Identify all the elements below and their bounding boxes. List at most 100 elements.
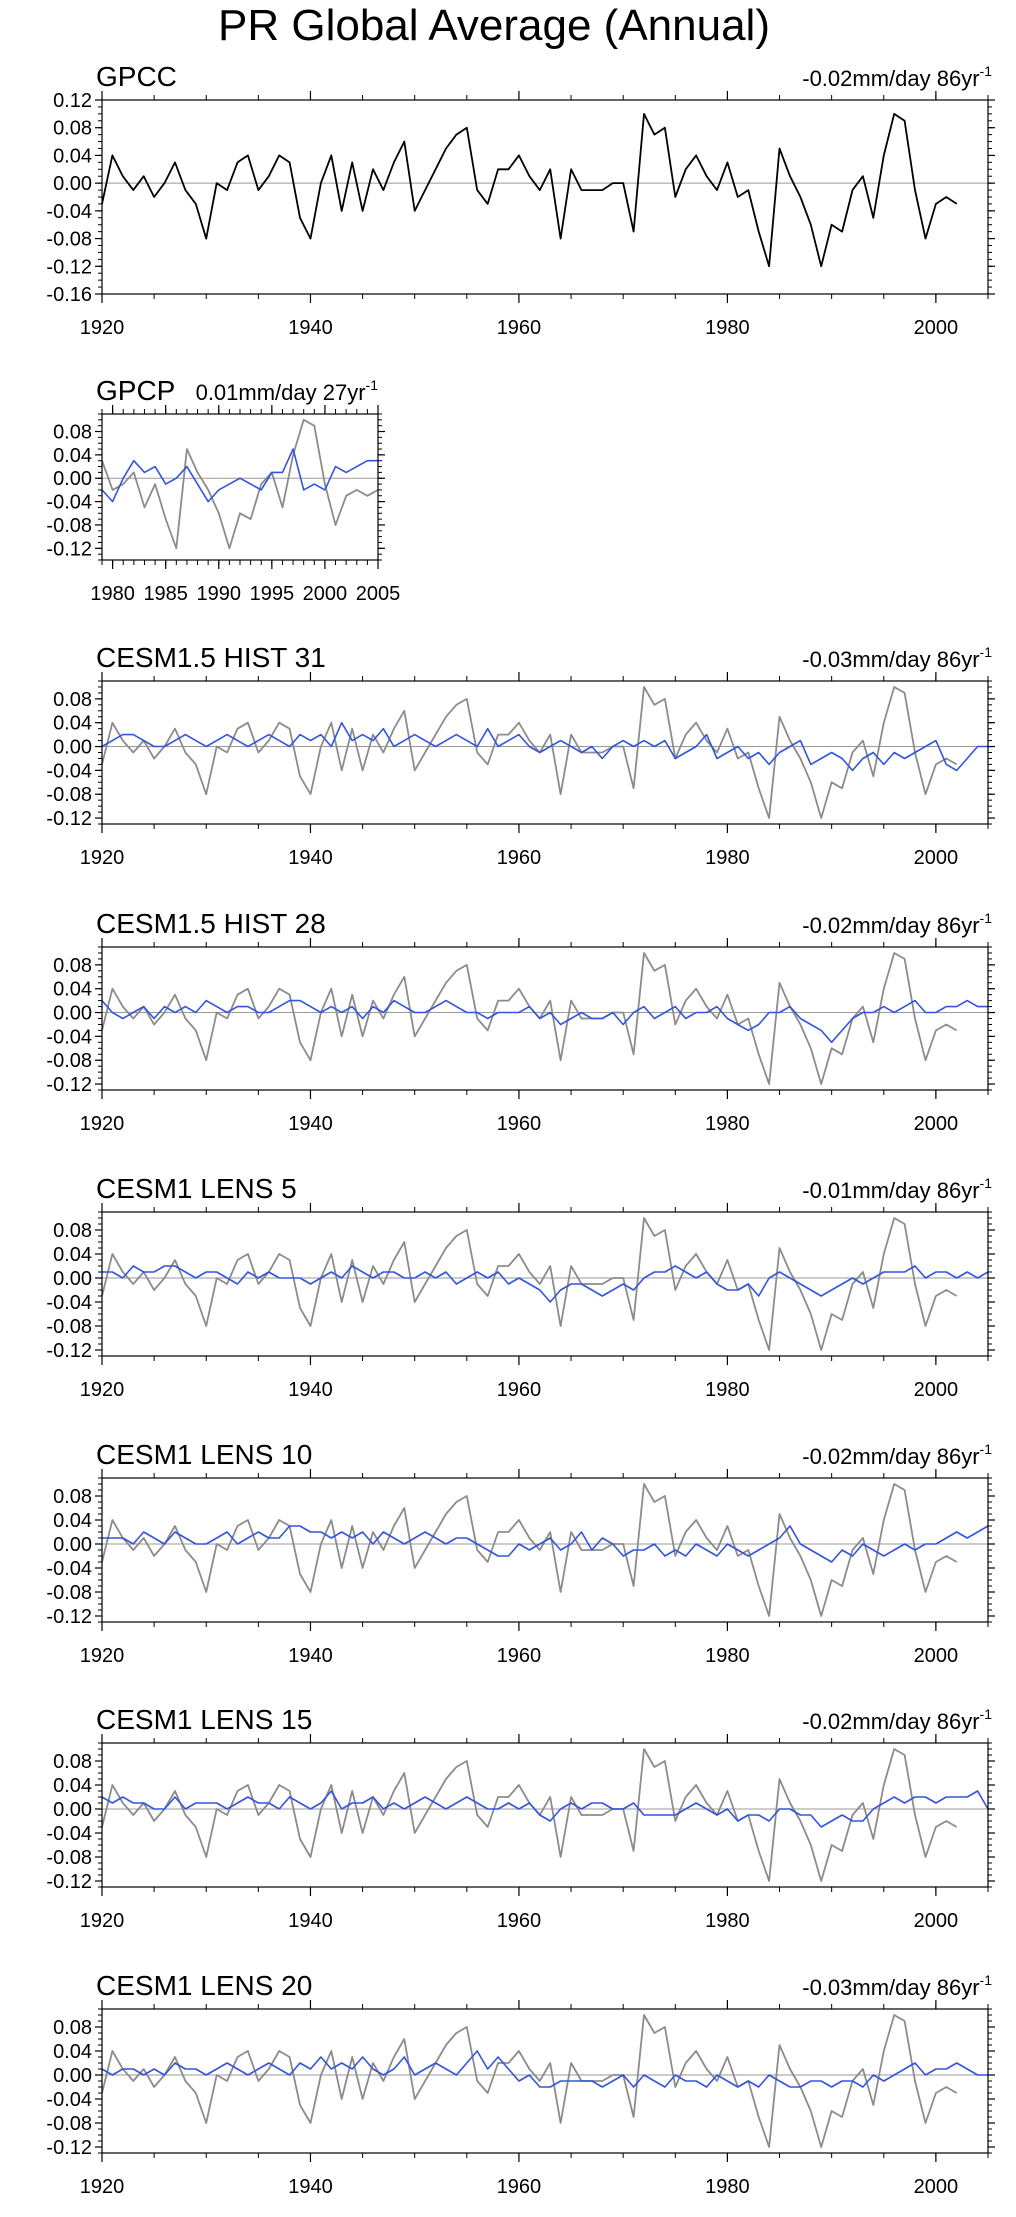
x-tick-label: 2000 <box>914 317 959 339</box>
y-tick-label: 0.04 <box>53 979 92 1001</box>
panel-1: GPCC -0.02mm/day 86yr-1 0.12 0.08 0.04 0.00 -0… <box>46 61 995 339</box>
y-tick-label: 0.08 <box>53 1486 92 1508</box>
x-tick-label: 1940 <box>288 1645 333 1667</box>
y-tick-label: -0.12 <box>46 1871 92 1893</box>
plot-frame <box>101 946 989 1091</box>
y-tick-label: -0.08 <box>46 1050 92 1072</box>
panel-6: CESM1 LENS 10 -0.02mm/day 86yr-1 0.080.040… <box>46 1439 995 1667</box>
panel-5: CESM1 LENS 5 -0.01mm/day 86yr-1 0.080.040.… <box>46 1173 995 1401</box>
series-line-model <box>102 1265 989 1303</box>
panel-2: GPCP 0.01mm/day 27yr-10.080.040.00-0.04-0… <box>46 375 400 605</box>
x-tick-label: 1960 <box>497 317 542 339</box>
series-line-model <box>102 1525 989 1563</box>
x-tick-label: 2000 <box>914 1113 959 1135</box>
x-tick-label: 1980 <box>705 2176 750 2198</box>
trend-label: -0.03mm/day 86yr-1 <box>802 644 992 672</box>
y-tick-label: 0.08 <box>53 422 92 444</box>
x-tick-label: 1920 <box>80 1910 125 1932</box>
x-tick-label: 1960 <box>497 1113 542 1135</box>
x-tick-label: 1940 <box>288 1113 333 1135</box>
series-line-obs_overlay <box>101 2014 958 2148</box>
y-tick-label: 0.08 <box>53 1751 92 1773</box>
trend-label: -0.02mm/day 86yr-1 <box>802 1441 992 1469</box>
series-line-obs_overlay <box>101 1483 958 1617</box>
x-tick-label: 2000 <box>303 583 348 605</box>
y-tick-label: -0.04 <box>46 760 92 782</box>
panel-3: CESM1.5 HIST 31 -0.03mm/day 86yr-10.080.0… <box>46 642 995 869</box>
trend-label: -0.02mm/day 86yr-1 <box>802 63 992 91</box>
x-tick-label: 1990 <box>197 583 242 605</box>
panel-7: CESM1 LENS 15 -0.02mm/day 86yr-1 0.080.040… <box>46 1704 995 1932</box>
y-tick-label: 0.08 <box>53 2017 92 2039</box>
x-tick-label: 1920 <box>80 2176 125 2198</box>
panel-title: CESM1 LENS 5 <box>96 1173 297 1204</box>
y-tick-label: -0.12 <box>46 2137 92 2159</box>
x-tick-label: 1980 <box>705 1113 750 1135</box>
trend-superscript: -1 <box>980 910 993 926</box>
x-tick-label: 1940 <box>288 2176 333 2198</box>
plot-frame <box>101 1211 989 1357</box>
trend-label: -0.02mm/day 86yr-1 <box>802 1706 992 1734</box>
trend-superscript: -1 <box>366 377 379 393</box>
series-line-obs_overlay <box>101 1748 958 1882</box>
x-tick-label: 1980 <box>705 847 750 869</box>
plot-frame <box>101 2008 989 2154</box>
x-tick-label: 1940 <box>288 1910 333 1932</box>
y-tick-label: 0.00 <box>53 1799 92 1821</box>
x-tick-label: 1960 <box>497 1379 542 1401</box>
trend-superscript: -1 <box>980 644 993 660</box>
y-tick-label: -0.04 <box>46 1558 92 1580</box>
x-tick-label: 1920 <box>80 847 125 869</box>
y-tick-label: -0.04 <box>46 2089 92 2111</box>
x-tick-label: 2000 <box>914 1645 959 1667</box>
panel-title: CESM1 LENS 20 <box>96 1970 312 2001</box>
y-tick-label: 0.04 <box>53 1510 92 1532</box>
y-tick-label: -0.08 <box>46 784 92 806</box>
y-tick-label: -0.12 <box>46 1340 92 1362</box>
y-tick-label: 0.00 <box>53 1003 92 1025</box>
panel-title: GPCP <box>96 375 175 406</box>
trend-superscript: -1 <box>980 1441 993 1457</box>
y-tick-label: 0.08 <box>53 955 92 977</box>
x-tick-label: 1960 <box>497 847 542 869</box>
y-tick-label: -0.04 <box>46 1026 92 1048</box>
x-tick-label: 1980 <box>90 583 135 605</box>
series-line-obs_overlay <box>101 952 958 1085</box>
plot-frame <box>101 680 989 825</box>
y-tick-label: 0.04 <box>53 445 92 467</box>
x-tick-label: 1980 <box>705 1379 750 1401</box>
x-tick-label: 1920 <box>80 1645 125 1667</box>
y-tick-label: 0.04 <box>53 145 92 167</box>
series-line-obs_overlay <box>101 686 958 819</box>
y-tick-label: -0.04 <box>46 492 92 514</box>
y-tick-label: -0.12 <box>46 808 92 830</box>
panel-title: CESM1 LENS 10 <box>96 1439 312 1470</box>
series-line-obs_overlay <box>101 418 379 550</box>
series-line-model <box>101 2050 988 2088</box>
y-tick-label: -0.08 <box>46 1847 92 1869</box>
y-tick-label: -0.08 <box>46 1582 92 1604</box>
x-tick-label: 1940 <box>288 317 333 339</box>
x-tick-label: 2005 <box>356 583 401 605</box>
y-tick-label: 0.00 <box>53 1268 92 1290</box>
plot-frame <box>101 1742 989 1888</box>
x-tick-label: 1920 <box>80 317 125 339</box>
x-tick-label: 1920 <box>80 1379 125 1401</box>
y-tick-label: -0.08 <box>46 229 92 251</box>
panel-title: CESM1.5 HIST 31 <box>96 642 326 673</box>
y-tick-label: 0.04 <box>53 1775 92 1797</box>
series-line-obs <box>101 113 958 268</box>
y-tick-label: -0.12 <box>46 1074 92 1096</box>
y-tick-label: -0.12 <box>46 538 92 560</box>
y-tick-label: 0.08 <box>53 689 92 711</box>
x-tick-label: 1920 <box>80 1113 125 1135</box>
plot-frame <box>101 1477 989 1623</box>
y-tick-label: 0.00 <box>53 2065 92 2087</box>
panel-4: CESM1.5 HIST 28 -0.02mm/day 86yr-10.080.0… <box>46 908 995 1135</box>
trend-label: -0.01mm/day 86yr-1 <box>802 1175 992 1203</box>
x-tick-label: 2000 <box>914 1910 959 1932</box>
panels: GPCC -0.02mm/day 86yr-10.120.080.040.00-0… <box>46 61 995 2198</box>
x-tick-label: 1980 <box>705 1645 750 1667</box>
y-tick-label: -0.08 <box>46 2113 92 2135</box>
trend-superscript: -1 <box>980 1972 993 1988</box>
